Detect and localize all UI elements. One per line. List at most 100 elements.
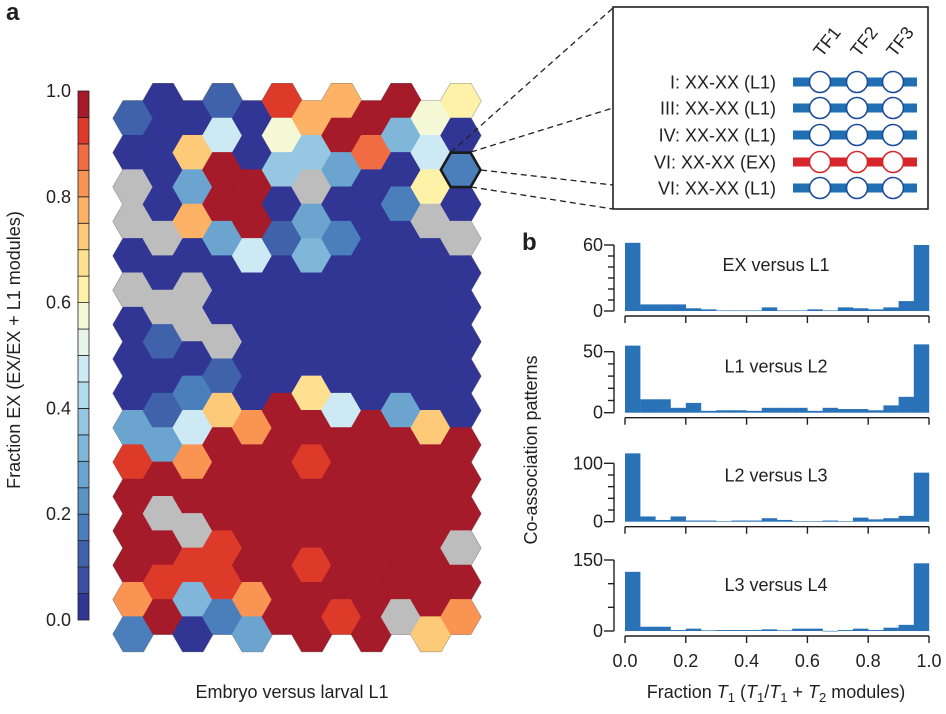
histogram-bar [761, 518, 778, 522]
tf-binding-circle [808, 150, 832, 174]
colorbar-segment [77, 566, 90, 594]
colorbar-segment [77, 593, 90, 621]
histogram-bar [883, 518, 899, 522]
histogram-bar [837, 307, 854, 311]
tf-binding-circle [881, 70, 905, 94]
histogram-bar [807, 521, 823, 522]
histogram-bar [898, 624, 914, 631]
colorbar-segment [77, 169, 90, 198]
histogram-bar [670, 630, 686, 631]
tf-binding-circle [808, 96, 832, 120]
colorbar-segment [77, 275, 90, 303]
histogram-bar [837, 630, 854, 631]
connector-line [470, 107, 614, 153]
tf-binding-circle [845, 150, 869, 174]
histogram-bar [701, 630, 717, 631]
histogram-panel-title: EX versus L1 [722, 255, 829, 275]
x-label-part: T [746, 682, 759, 702]
tf-binding-circle [845, 123, 869, 147]
colorbar-segment [77, 249, 90, 277]
hexagon-fill-layer [112, 83, 482, 652]
colorbar-tick-label: 0.6 [46, 293, 71, 313]
x-label-part: ( [735, 682, 746, 702]
histogram-bar [777, 519, 793, 522]
x-label-part: 1 [728, 690, 735, 705]
tf-binding-circle [808, 123, 832, 147]
x-tick-label: 0.8 [856, 651, 881, 671]
module-row-label: III: XX-XX (L1) [660, 99, 776, 119]
histogram-bar [731, 310, 747, 312]
x-label-part: modules) [826, 682, 905, 702]
y-tick-label: 0 [593, 301, 603, 321]
colorbar-segment [77, 434, 90, 462]
colorbar-segment [77, 381, 90, 409]
histogram-bar [625, 571, 641, 631]
heatmap-y-label: Fraction EX (EX/EX + L1 modules) [4, 211, 24, 489]
histogram-bar [822, 630, 838, 632]
x-tick-label: 1.0 [916, 651, 941, 671]
histogram-panel: 0 150 L3 versus L4 [573, 550, 930, 643]
colorbar-segment [77, 117, 90, 145]
histogram-bar [731, 520, 747, 522]
histogram-bar [777, 310, 793, 312]
histogram-bar [913, 563, 930, 631]
colorbar-tick-label: 0.8 [46, 187, 71, 207]
y-tick-label: 150 [573, 550, 603, 570]
y-tick-label: 0 [593, 621, 603, 641]
x-tick-label: 0.4 [734, 651, 759, 671]
histogram-bar [792, 407, 808, 413]
histogram-panels: 0 60 EX versus L1 0 50 L1 versus L2 0 100 L2 ver… [573, 235, 942, 671]
histogram-bar [716, 410, 732, 413]
tf-binding-circle [845, 70, 869, 94]
colorbar-segment [77, 222, 90, 251]
y-tick-label: 0 [593, 512, 603, 532]
histogram-bar [685, 402, 702, 413]
module-row-label: IV: XX-XX (L1) [659, 126, 776, 146]
colorbar-segment [77, 196, 90, 224]
histogram-bar [807, 628, 823, 631]
colorbar-segment [77, 302, 90, 330]
colorbar-segment [77, 407, 90, 436]
histogram-bar [898, 301, 914, 311]
histogram-bar [822, 310, 838, 312]
histogram-bar [625, 345, 641, 413]
tf-binding-circle [808, 176, 832, 200]
hexagon-cell [440, 599, 482, 635]
x-label-part: / [764, 682, 769, 702]
histogram-bar [625, 453, 641, 522]
colorbar-segment [77, 90, 90, 118]
x-label-part: 2 [819, 690, 826, 705]
histogram-bar [898, 515, 914, 522]
histogram-bar [685, 520, 702, 522]
histogram-bar [716, 630, 732, 631]
highlighted-hexagon [439, 151, 483, 189]
module-row-label: I: XX-XX (L1) [670, 73, 776, 93]
x-label-part: + [787, 682, 808, 702]
histogram-bar [777, 407, 793, 413]
histogram-bar [670, 516, 686, 522]
histogram-bar [731, 410, 747, 413]
histogram-bar [640, 399, 656, 413]
colorbar-tick-label: 0.0 [46, 610, 71, 630]
colorbar-segment [77, 355, 90, 383]
histogram-panel-title: L1 versus L2 [724, 357, 827, 377]
histogram-panel: 0 60 EX versus L1 [583, 235, 930, 323]
tf-binding-circle [845, 96, 869, 120]
histogram-bar [853, 409, 869, 413]
histogram-bar [655, 304, 671, 311]
y-tick-label: 50 [583, 342, 603, 362]
histogram-bar [853, 308, 869, 311]
tf-binding-circle [881, 96, 905, 120]
tf-binding-circle [881, 176, 905, 200]
histogram-bar [655, 399, 671, 413]
histogram-bar [761, 307, 778, 311]
hexagon-map [112, 83, 483, 653]
y-tick-label: 60 [583, 235, 603, 255]
histogram-panel-title: L2 versus L3 [724, 466, 827, 486]
histogram-bar [837, 521, 854, 522]
histogram-bar [685, 308, 702, 311]
histogram-y-label: Co-association patterns [521, 355, 541, 544]
colorbar-segment [77, 328, 90, 356]
